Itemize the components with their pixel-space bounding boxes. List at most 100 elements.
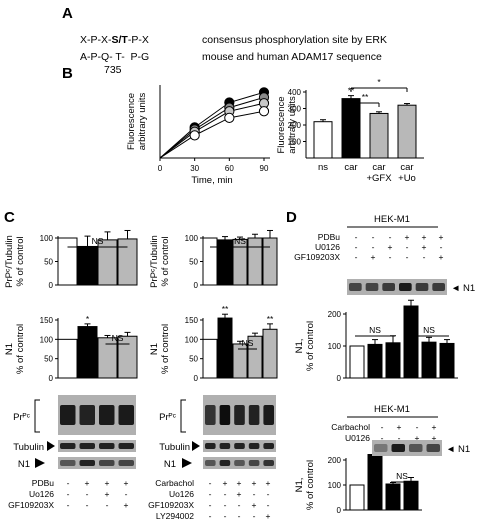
n1-blot-band bbox=[118, 460, 134, 466]
treatment-sign: - bbox=[440, 242, 443, 252]
tubulin-arrow bbox=[47, 441, 55, 451]
n1-blot-band bbox=[432, 283, 445, 291]
bar bbox=[385, 483, 401, 511]
prpc-blot-band bbox=[60, 405, 76, 425]
tubulin-blot-band bbox=[263, 443, 274, 449]
treatment-sign: - bbox=[209, 511, 212, 521]
y-tick-label: 100 bbox=[328, 481, 342, 490]
bar bbox=[247, 237, 263, 286]
significance-marker: ** bbox=[222, 304, 229, 314]
n1-band-label: ◄ N1 bbox=[451, 283, 475, 294]
n1-blot-band bbox=[374, 444, 388, 452]
bar bbox=[262, 328, 278, 379]
n1-arrow bbox=[182, 458, 192, 468]
bar bbox=[369, 112, 389, 159]
n1-blot-band bbox=[391, 444, 405, 452]
treatment-label: Uo126 bbox=[169, 489, 194, 499]
treatment-sign: - bbox=[267, 489, 270, 499]
treatment-sign: - bbox=[381, 433, 384, 443]
bracket-label: ** bbox=[362, 92, 369, 102]
x-tick-label: 90 bbox=[260, 164, 269, 173]
bar bbox=[397, 104, 417, 159]
prpc-blot-band bbox=[118, 405, 134, 425]
treatment-label: U0126 bbox=[345, 433, 370, 443]
y-tick-label: 50 bbox=[189, 258, 198, 267]
consensus-description: consensus phosphorylation site by ERK bbox=[202, 34, 387, 46]
treatment-sign: - bbox=[67, 500, 70, 510]
tubulin-blot-band bbox=[234, 443, 245, 449]
data-point bbox=[258, 106, 270, 117]
treatment-sign: - bbox=[423, 252, 426, 262]
residue-number: 735 bbox=[104, 64, 122, 76]
y-tick-label: 100 bbox=[40, 234, 54, 243]
series-line bbox=[159, 102, 265, 159]
treatment-sign: - bbox=[253, 489, 256, 499]
consensus-sequence: X-P-X-S/T-P-X bbox=[80, 34, 149, 46]
bracket-label: NS bbox=[234, 236, 246, 246]
prpc-blot-band bbox=[263, 405, 274, 425]
y-tick-label: 100 bbox=[185, 335, 199, 344]
treatment-label: Carbachol bbox=[155, 478, 194, 488]
panel-label-d: D bbox=[286, 209, 297, 226]
treatment-sign: - bbox=[372, 232, 375, 242]
x-tick-label: 30 bbox=[190, 164, 199, 173]
treatment-sign: + bbox=[266, 511, 271, 521]
tubulin-blot-band bbox=[79, 443, 95, 449]
bar bbox=[313, 121, 333, 159]
bar bbox=[421, 341, 437, 379]
y-axis-label: % of control bbox=[305, 460, 316, 510]
y-tick-label: 50 bbox=[44, 355, 53, 364]
y-axis-label: N1, bbox=[294, 339, 305, 354]
y-tick-label: 0 bbox=[337, 506, 342, 515]
category-label: car bbox=[344, 162, 357, 173]
treatment-sign: + bbox=[397, 422, 402, 432]
series-line bbox=[159, 110, 265, 159]
n1-blot-band bbox=[60, 460, 76, 466]
series-line bbox=[159, 96, 265, 159]
bar bbox=[367, 454, 383, 511]
treatment-sign: + bbox=[405, 232, 410, 242]
treatment-sign: - bbox=[416, 422, 419, 432]
y-tick-label: 200 bbox=[328, 310, 342, 319]
n1-blot-band bbox=[426, 444, 440, 452]
n1-blot-membrane bbox=[58, 457, 136, 469]
y-axis-label: % of control bbox=[305, 321, 316, 371]
y-tick-label: 50 bbox=[189, 355, 198, 364]
bar bbox=[77, 245, 98, 286]
y-tick-label: 200 bbox=[288, 121, 302, 130]
category-label: ns bbox=[318, 162, 328, 173]
bar bbox=[341, 98, 361, 159]
treatment-sign: + bbox=[105, 478, 110, 488]
treatment-label: PDBu bbox=[32, 478, 54, 488]
treatment-sign: - bbox=[389, 252, 392, 262]
treatment-sign: - bbox=[253, 511, 256, 521]
n1-label: N1 bbox=[164, 459, 176, 470]
n1-blot-band bbox=[205, 460, 216, 466]
chart-c-n1-pdbu: 0 50 100 150 N1% of control * NS bbox=[4, 314, 138, 383]
y-tick-label: 100 bbox=[328, 342, 342, 351]
treatment-sign: - bbox=[355, 232, 358, 242]
bar bbox=[217, 317, 233, 379]
prpc-blot-band bbox=[219, 405, 231, 425]
bar bbox=[117, 238, 138, 286]
prpc-blot-band bbox=[205, 405, 216, 425]
treatment-sign: + bbox=[266, 478, 271, 488]
y-axis-label: arbitrary units bbox=[287, 96, 298, 154]
n1-band-label: ◄ N1 bbox=[446, 444, 470, 455]
treatment-sign: - bbox=[398, 433, 401, 443]
prpc-blot-band bbox=[234, 405, 245, 425]
category-label: car bbox=[400, 162, 413, 173]
prpc-blot-band bbox=[99, 405, 115, 425]
bar bbox=[439, 342, 455, 379]
panel-label-c: C bbox=[4, 209, 15, 226]
treatment-sign: - bbox=[67, 489, 70, 499]
bar bbox=[367, 343, 383, 379]
treatment-sign: - bbox=[125, 489, 128, 499]
y-axis-label: Fluorescence bbox=[276, 96, 287, 153]
y-tick-label: 0 bbox=[49, 374, 54, 383]
adam17-sequence: A-P-Q- T- P-G bbox=[80, 51, 149, 63]
y-tick-label: 400 bbox=[288, 88, 302, 97]
y-axis-label: % of control bbox=[15, 236, 26, 286]
